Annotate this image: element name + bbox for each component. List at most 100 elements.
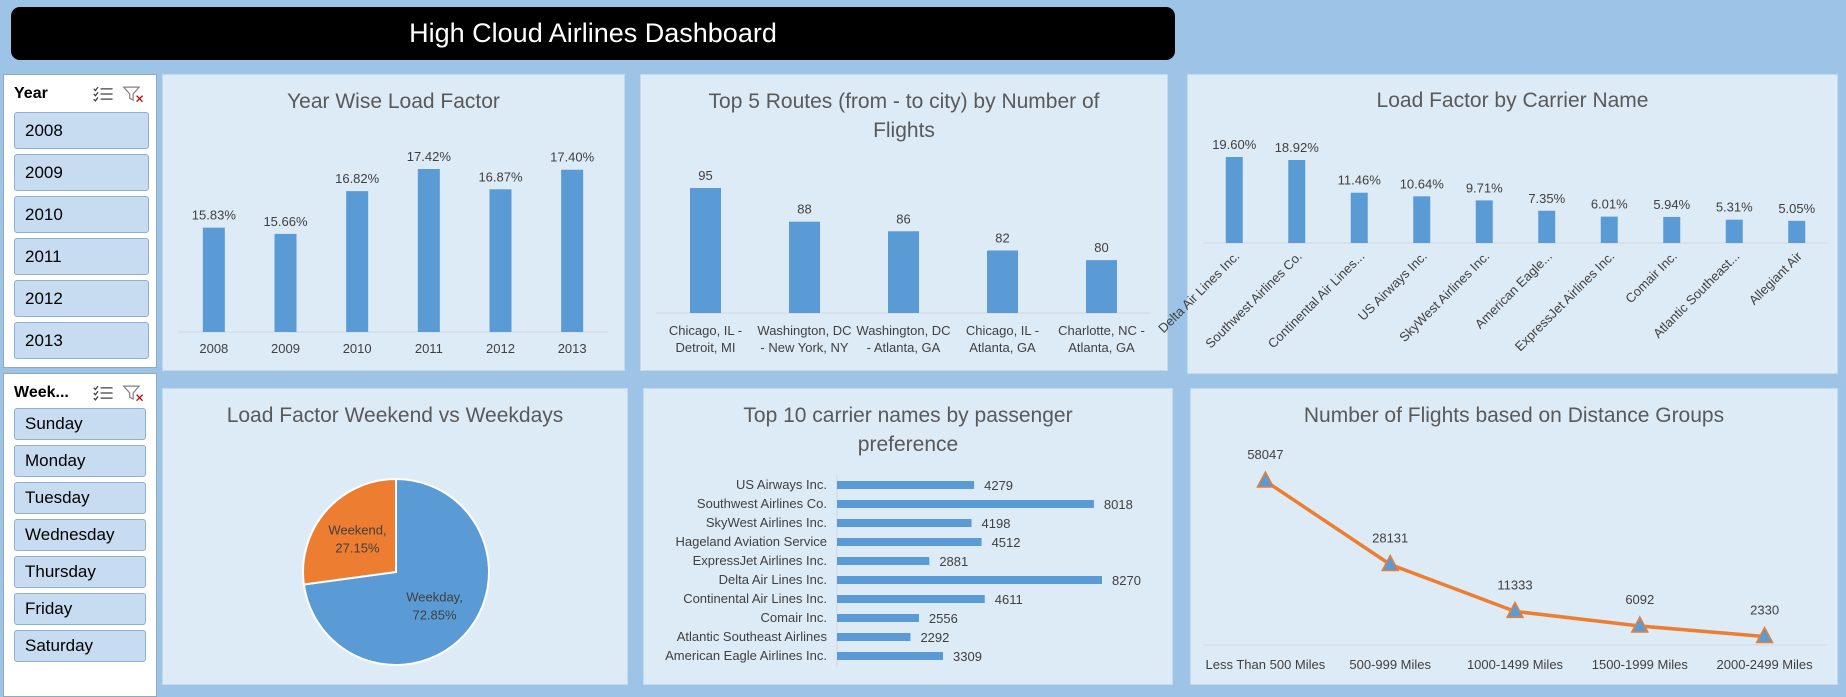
data-label: 28131 — [1372, 530, 1408, 545]
bar[interactable] — [837, 481, 975, 489]
bar[interactable] — [274, 233, 297, 332]
chart-title: Number of Flights based on Distance Grou… — [1303, 404, 1725, 427]
data-label: 16.82% — [335, 171, 380, 186]
data-label: 2881 — [939, 554, 968, 569]
bar[interactable] — [837, 519, 972, 527]
bar[interactable] — [1725, 219, 1743, 243]
data-label: 6092 — [1625, 592, 1654, 607]
bar[interactable] — [1788, 220, 1806, 243]
category-label: 2010 — [343, 341, 372, 356]
bar[interactable] — [1413, 196, 1431, 243]
multi-select-icon[interactable] — [92, 84, 116, 104]
data-point[interactable] — [1380, 553, 1400, 572]
year-slicer: Year 2008 2009 2010 2011 2012 2013 — [3, 74, 157, 368]
chart-title: Year Wise Load Factor — [287, 90, 500, 113]
data-point[interactable] — [1256, 470, 1275, 488]
data-label: 4512 — [992, 535, 1021, 550]
weekday-slicer-item[interactable]: Saturday — [14, 630, 146, 662]
bar[interactable] — [1600, 216, 1618, 243]
data-label: 4279 — [984, 478, 1013, 493]
category-label: ExpressJet Airlines Inc. — [693, 553, 827, 568]
bar[interactable] — [1663, 216, 1681, 243]
year-slicer-item[interactable]: 2013 — [14, 322, 149, 359]
data-label: 2292 — [920, 630, 949, 645]
bar[interactable] — [489, 189, 512, 332]
category-label: Southwest Airlines Co. — [697, 496, 827, 511]
pie-slice[interactable] — [302, 477, 397, 586]
year-slicer-header: Year — [14, 83, 146, 105]
bar[interactable] — [837, 595, 985, 603]
top-routes-chart: Top 5 Routes (from - to city) by Number … — [640, 74, 1168, 371]
weekday-slicer-header: Week... — [14, 382, 146, 404]
category-label: 2013 — [558, 341, 587, 356]
data-label: 5.94% — [1653, 197, 1690, 212]
category-label: 2008 — [199, 341, 228, 356]
data-label: 17.40% — [550, 150, 595, 165]
data-label: 7.35% — [1528, 191, 1565, 206]
bar[interactable] — [1350, 192, 1368, 243]
category-label: Hageland Aviation Service — [675, 534, 827, 549]
bar[interactable] — [837, 652, 944, 660]
data-point[interactable] — [1505, 600, 1525, 619]
weekday-slicer-item[interactable]: Tuesday — [14, 482, 146, 514]
bar[interactable] — [417, 169, 440, 332]
bar[interactable] — [789, 221, 820, 313]
weekday-slicer-item[interactable]: Friday — [14, 593, 146, 625]
category-label: SkyWest Airlines Inc. — [706, 515, 827, 530]
weekend-vs-weekdays-chart: Load Factor Weekend vs Weekdays Weekday,… — [162, 388, 628, 685]
bar[interactable] — [1288, 159, 1306, 243]
category-label: Chicago, IL -Atlanta, GA — [966, 323, 1039, 355]
category-label: 2000-2499 Miles — [1717, 657, 1814, 672]
year-slicer-item[interactable]: 2011 — [14, 238, 149, 275]
chart-title: Top 5 Routes (from - to city) by Number … — [708, 90, 1100, 142]
bar[interactable] — [346, 191, 369, 332]
bar[interactable] — [1086, 260, 1117, 313]
bar[interactable] — [202, 227, 225, 332]
clear-filter-icon[interactable] — [122, 383, 146, 403]
bar[interactable] — [561, 169, 584, 332]
year-slicer-item[interactable]: 2010 — [14, 196, 149, 233]
category-label: Washington, DC - Atlanta, GA — [856, 323, 950, 355]
bar[interactable] — [888, 231, 919, 313]
clear-filter-icon[interactable] — [122, 84, 146, 104]
data-point[interactable] — [1755, 625, 1774, 644]
weekday-slicer: Week... Sunday Monday Tuesday Wednesday Thur… — [3, 373, 157, 697]
category-label: Allegiant Air — [1746, 248, 1806, 308]
bar[interactable] — [837, 633, 911, 641]
multi-select-icon[interactable] — [92, 383, 116, 403]
year-slicer-item[interactable]: 2012 — [14, 280, 149, 317]
category-label: Continental Air Lines Inc. — [683, 591, 827, 606]
data-label: 16.87% — [478, 169, 523, 184]
category-label: Comair Inc. — [761, 610, 827, 625]
data-label: 9.71% — [1466, 180, 1503, 195]
bar[interactable] — [1225, 157, 1243, 243]
data-label: 5.31% — [1716, 200, 1753, 215]
weekday-slicer-item[interactable]: Wednesday — [14, 519, 146, 551]
data-label: 15.83% — [192, 208, 237, 223]
data-label: 18.92% — [1275, 140, 1320, 155]
data-label: 19.60% — [1212, 137, 1257, 152]
year-slicer-item[interactable]: 2008 — [14, 112, 149, 149]
bar[interactable] — [1538, 210, 1556, 243]
bar[interactable] — [837, 500, 1094, 508]
weekday-slicer-item[interactable]: Thursday — [14, 556, 146, 588]
category-label: Less Than 500 Miles — [1206, 657, 1326, 672]
weekday-slicer-item[interactable]: Sunday — [14, 408, 146, 440]
weekday-slicer-item[interactable]: Monday — [14, 445, 146, 477]
bar[interactable] — [987, 250, 1018, 314]
bar[interactable] — [837, 557, 930, 565]
data-label: 88 — [797, 202, 811, 217]
bar[interactable] — [690, 188, 721, 313]
dashboard-title: High Cloud Airlines Dashboard — [11, 7, 1175, 60]
data-label: 95 — [698, 168, 712, 183]
data-label: 4611 — [995, 592, 1023, 607]
year-slicer-item[interactable]: 2009 — [14, 154, 149, 191]
bar[interactable] — [1475, 200, 1493, 243]
bar[interactable] — [837, 614, 919, 622]
data-point[interactable] — [1630, 615, 1650, 633]
bar[interactable] — [837, 576, 1102, 584]
data-label: 11333 — [1497, 577, 1532, 592]
bar[interactable] — [837, 538, 982, 546]
category-label: 1000-1499 Miles — [1467, 657, 1564, 672]
weekday-slicer-title: Week... — [14, 384, 69, 401]
